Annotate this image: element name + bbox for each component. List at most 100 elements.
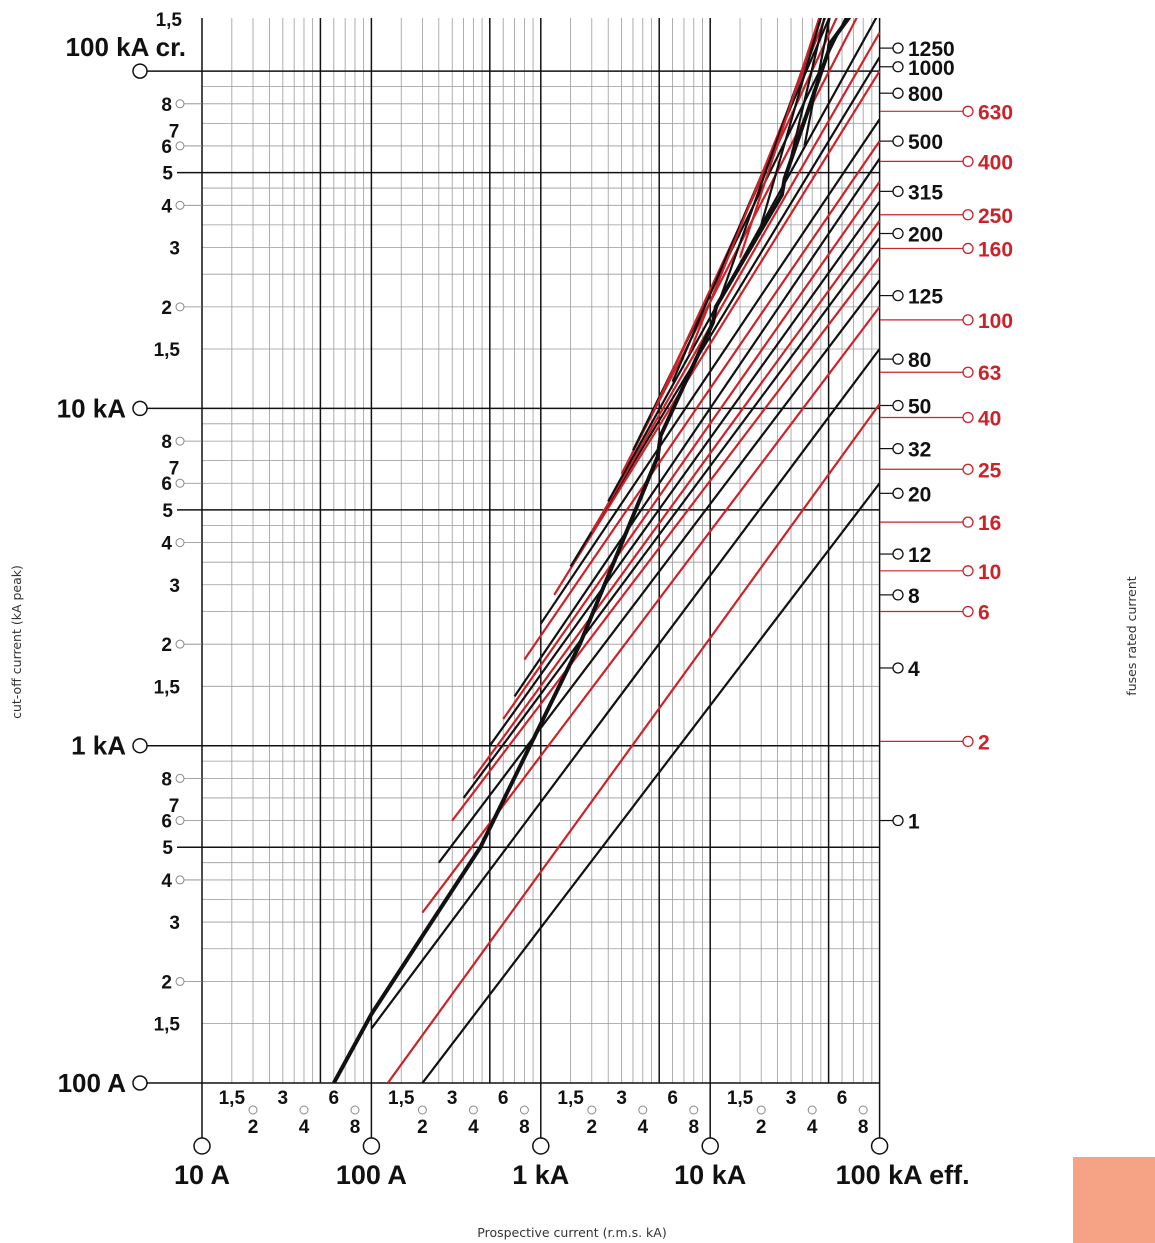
y-minor-tick-label: 1,5: [154, 1015, 181, 1036]
x-minor-tick-marker: [587, 1105, 597, 1115]
fuse-marker: [892, 42, 904, 54]
fuse-marker: [962, 366, 974, 378]
fuse-label-16: 16: [978, 512, 1001, 535]
y-minor-tick-marker: [175, 875, 185, 885]
series-line-16: [472, 220, 880, 780]
x-minor-tick-marker: [519, 1105, 529, 1115]
x-minor-tick-label: 1,5: [727, 1088, 754, 1109]
y-minor-tick-marker: [175, 538, 185, 548]
series-line-20: [488, 201, 880, 747]
x-minor-tick-label: 8: [350, 1117, 361, 1138]
fuse-marker: [962, 411, 974, 424]
fuse-marker: [962, 155, 974, 168]
x-minor-tick-marker: [807, 1105, 817, 1115]
x-minor-tick-label: 3: [786, 1088, 797, 1109]
x-minor-tick-label: 6: [498, 1088, 509, 1109]
x-minor-tick-marker: [350, 1105, 360, 1115]
y-minor-tick-label: 8: [161, 95, 172, 116]
fuse-marker: [892, 87, 904, 99]
series-line-50: [539, 118, 880, 625]
y-minor-tick-label: 7: [169, 796, 180, 817]
x-minor-tick-label: 8: [688, 1117, 699, 1138]
envelope-curve: [332, 18, 852, 1083]
fuse-label-400: 400: [978, 151, 1013, 174]
fuse-marker: [892, 589, 904, 601]
y-major-tick-label: 1 kA: [71, 731, 126, 761]
x-minor-tick-label: 2: [417, 1117, 428, 1138]
series-line-315: [671, 18, 831, 383]
x-minor-tick-label: 1,5: [557, 1088, 584, 1109]
x-minor-tick-label: 3: [447, 1088, 458, 1109]
x-minor-tick-marker: [299, 1105, 309, 1115]
y-minor-tick-label: 4: [161, 871, 172, 892]
fuse-marker: [892, 61, 904, 73]
fuse-label-80: 80: [908, 349, 931, 372]
fuse-label-160: 160: [978, 238, 1013, 261]
fuse-label-315: 315: [908, 181, 943, 204]
x-major-tick-marker: [362, 1137, 381, 1155]
x-major-tick-label: 100 A: [336, 1160, 407, 1190]
fuse-label-1250: 1250: [908, 38, 955, 61]
y-minor-tick-label: 4: [161, 196, 172, 217]
y-minor-tick-label: 2: [161, 298, 172, 319]
x-minor-tick-label: 8: [519, 1117, 530, 1138]
fuse-marker: [892, 353, 904, 365]
fuse-labels: 1246810121620253240506380100125160200250…: [880, 38, 1013, 834]
y-minor-tick-label: 8: [161, 432, 172, 453]
y-top-tick-label: 1,5: [156, 10, 183, 31]
y-minor-tick-marker: [175, 436, 185, 446]
fuse-marker: [892, 487, 904, 499]
x-minor-tick-label: 3: [278, 1088, 289, 1109]
y-major-tick-label: 100 A: [58, 1068, 127, 1098]
y-minor-tick-marker: [175, 478, 185, 488]
fuse-marker: [962, 735, 974, 748]
x-major-tick-label: 100 kA eff.: [836, 1160, 970, 1190]
x-minor-tick-label: 1,5: [219, 1088, 246, 1109]
x-major-tick-marker: [870, 1137, 889, 1155]
x-minor-tick-label: 8: [858, 1117, 869, 1138]
series-line-100: [590, 32, 880, 533]
fuse-marker: [962, 209, 974, 221]
x-minor-tick-label: 1,5: [388, 1088, 415, 1109]
fuse-label-2: 2: [978, 731, 990, 754]
y-minor-tick-label: 6: [161, 812, 172, 833]
fuse-label-1: 1: [908, 811, 920, 834]
fuse-label-800: 800: [908, 83, 943, 106]
y-minor-tick-label: 3: [169, 913, 180, 934]
fuse-marker: [892, 442, 904, 455]
x-minor-tick-label: 6: [329, 1088, 340, 1109]
series-line-25: [502, 181, 880, 720]
y-minor-tick-label: 6: [161, 474, 172, 495]
fuse-marker: [892, 135, 904, 147]
fuse-label-63: 63: [978, 362, 1001, 385]
x-minor-tick-label: 6: [837, 1088, 848, 1109]
y-minor-tick-label: 8: [161, 769, 172, 790]
fuse-label-25: 25: [978, 459, 1002, 482]
fuse-marker: [892, 814, 904, 827]
series-line-10: [451, 256, 880, 822]
fuse-label-40: 40: [978, 407, 1001, 430]
x-minor-tick-label: 2: [248, 1117, 259, 1138]
fuse-label-250: 250: [978, 205, 1013, 228]
fuse-marker: [892, 289, 904, 302]
y-minor-tick-label: 5: [162, 164, 173, 185]
y-minor-tick-marker: [175, 302, 185, 312]
fuse-marker: [892, 227, 904, 240]
fuse-marker: [962, 463, 974, 475]
x-major-tick-label: 10 kA: [674, 1160, 746, 1190]
y-minor-tick-label: 6: [161, 137, 172, 158]
fuse-marker: [962, 565, 974, 577]
y-minor-tick-label: 3: [169, 576, 180, 597]
x-minor-tick-label: 2: [587, 1117, 598, 1138]
x-minor-tick-label: 3: [616, 1088, 627, 1109]
fuse-marker: [962, 605, 974, 618]
fuse-marker: [892, 185, 904, 198]
y-minor-tick-label: 4: [161, 534, 172, 555]
fuse-label-100: 100: [978, 310, 1013, 333]
fuse-marker: [892, 399, 904, 412]
series-line-4: [370, 348, 880, 1030]
y-minor-tick-marker: [175, 639, 185, 649]
x-minor-tick-label: 4: [807, 1117, 818, 1138]
